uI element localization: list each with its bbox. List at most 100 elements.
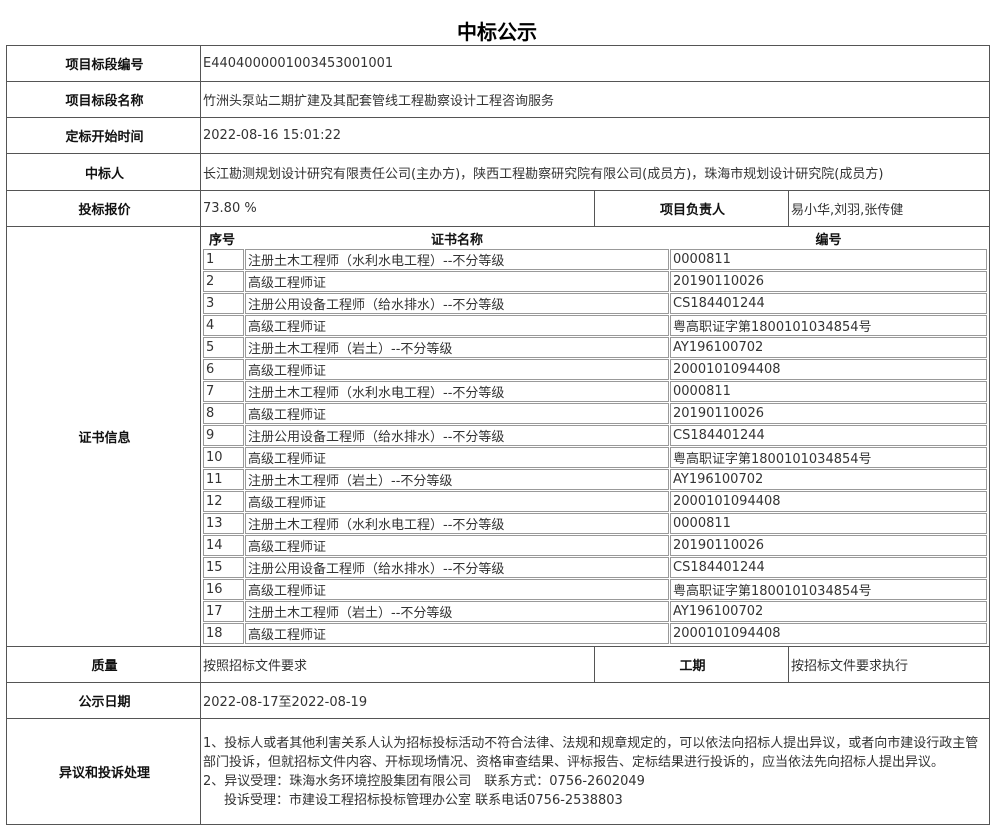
row-quality: 质量 按照招标文件要求 工期 按招标文件要求执行 xyxy=(6,646,991,683)
cert-name: 注册土木工程师（水利水电工程）--不分等级 xyxy=(245,513,669,534)
cert-name: 高级工程师证 xyxy=(245,403,669,424)
page-title: 中标公示 xyxy=(457,20,537,44)
period-value: 按招标文件要求执行 xyxy=(787,646,991,683)
cert-number: 20190110026 xyxy=(670,403,988,424)
cert-row: 15 注册公用设备工程师（给水排水）--不分等级 CS184401244 xyxy=(203,557,988,578)
cert-row: 7 注册土木工程师（水利水电工程）--不分等级 0000811 xyxy=(203,381,988,402)
cert-number: CS184401244 xyxy=(670,557,988,578)
cert-name: 高级工程师证 xyxy=(245,315,669,336)
row-start-time: 定标开始时间 2022-08-16 15:01:22 xyxy=(6,117,991,154)
cert-row: 17 注册土木工程师（岩土）--不分等级 AY196100702 xyxy=(203,601,988,622)
cert-name: 注册土木工程师（水利水电工程）--不分等级 xyxy=(245,249,669,270)
cert-name: 高级工程师证 xyxy=(245,491,669,512)
cert-name: 高级工程师证 xyxy=(245,579,669,600)
cert-seq: 13 xyxy=(203,513,244,534)
manager-value: 易小华,刘羽,张传健 xyxy=(787,190,991,227)
start-time-value: 2022-08-16 15:01:22 xyxy=(199,117,991,154)
objection-line-1: 1、投标人或者其他利害关系人认为招标投标活动不符合法律、法规和规章规定的，可以依… xyxy=(203,735,979,770)
cert-number: CS184401244 xyxy=(670,425,988,446)
row-section-name: 项目标段名称 竹洲头泵站二期扩建及其配套管线工程勘察设计工程咨询服务 xyxy=(6,81,991,118)
cert-seq: 4 xyxy=(203,315,244,336)
cert-row: 5 注册土木工程师（岩土）--不分等级 AY196100702 xyxy=(203,337,988,358)
cert-name: 高级工程师证 xyxy=(245,535,669,556)
cert-row: 10 高级工程师证 粤高职证字第1800101034854号 xyxy=(203,447,988,468)
label: 异议和投诉处理 xyxy=(6,718,201,825)
cert-name: 注册土木工程师（水利水电工程）--不分等级 xyxy=(245,381,669,402)
label: 公示日期 xyxy=(6,682,201,719)
cert-number: AY196100702 xyxy=(670,337,988,358)
cert-name: 注册公用设备工程师（给水排水）--不分等级 xyxy=(245,425,669,446)
objection-line-3: 投诉受理：市建设工程招标投标管理办公室 联系电话0756-2538803 xyxy=(224,792,623,808)
cert-seq: 8 xyxy=(203,403,244,424)
header-name: 证书名称 xyxy=(430,233,483,248)
cert-seq: 6 xyxy=(203,359,244,380)
cert-number: 2000101094408 xyxy=(670,623,988,644)
award-table: 项目标段编号 E4404000001003453001001 项目标段名称 竹洲头泵… xyxy=(6,45,991,825)
label: 证书信息 xyxy=(6,226,201,647)
cert-row: 2 高级工程师证 20190110026 xyxy=(203,271,988,292)
label: 项目负责人 xyxy=(594,190,789,227)
label: 中标人 xyxy=(6,153,201,191)
label: 项目标段名称 xyxy=(6,81,201,118)
publicity-value: 2022-08-17至2022-08-19 xyxy=(199,682,991,719)
cert-name: 注册土木工程师（岩土）--不分等级 xyxy=(245,469,669,490)
cert-seq: 14 xyxy=(203,535,244,556)
header-seq: 序号 xyxy=(209,233,236,248)
cert-seq: 10 xyxy=(203,447,244,468)
cert-seq: 11 xyxy=(203,469,244,490)
cert-seq: 1 xyxy=(203,249,244,270)
cert-number: 20190110026 xyxy=(670,271,988,292)
label: 项目标段编号 xyxy=(6,45,201,82)
cert-row: 18 高级工程师证 2000101094408 xyxy=(203,623,988,644)
label: 质量 xyxy=(6,646,201,683)
cert-name: 高级工程师证 xyxy=(245,623,669,644)
cert-seq: 2 xyxy=(203,271,244,292)
cert-name: 注册公用设备工程师（给水排水）--不分等级 xyxy=(245,557,669,578)
cert-row: 4 高级工程师证 粤高职证字第1800101034854号 xyxy=(203,315,988,336)
cert-name: 高级工程师证 xyxy=(245,271,669,292)
cert-number: 20190110026 xyxy=(670,535,988,556)
row-winner: 中标人 长江勘测规划设计研究有限责任公司(主办方)，陕西工程勘察研究院有限公司(成… xyxy=(6,153,991,191)
row-publicity: 公示日期 2022-08-17至2022-08-19 xyxy=(6,682,991,719)
cert-row: 16 高级工程师证 粤高职证字第1800101034854号 xyxy=(203,579,988,600)
cert-row: 13 注册土木工程师（水利水电工程）--不分等级 0000811 xyxy=(203,513,988,534)
cert-seq: 5 xyxy=(203,337,244,358)
cert-row: 11 注册土木工程师（岩土）--不分等级 AY196100702 xyxy=(203,469,988,490)
cert-name: 注册公用设备工程师（给水排水）--不分等级 xyxy=(245,293,669,314)
label: 投标报价 xyxy=(6,190,201,227)
cert-name: 注册土木工程师（岩土）--不分等级 xyxy=(245,601,669,622)
cert-seq: 7 xyxy=(203,381,244,402)
cert-number: 粤高职证字第1800101034854号 xyxy=(670,447,988,468)
cert-seq: 15 xyxy=(203,557,244,578)
cert-number: AY196100702 xyxy=(670,469,988,490)
cert-number: 2000101094408 xyxy=(670,359,988,380)
cert-seq: 18 xyxy=(203,623,244,644)
cert-number: 0000811 xyxy=(670,249,988,270)
bid-price-value: 73.80 % xyxy=(200,190,595,227)
section-no-value: E4404000001003453001001 xyxy=(199,45,991,82)
header-number: 编号 xyxy=(815,233,842,248)
cert-row: 8 高级工程师证 20190110026 xyxy=(203,403,988,424)
winner-value: 长江勘测规划设计研究有限责任公司(主办方)，陕西工程勘察研究院有限公司(成员方)… xyxy=(199,153,991,191)
section-name-value: 竹洲头泵站二期扩建及其配套管线工程勘察设计工程咨询服务 xyxy=(199,81,991,118)
cert-row: 14 高级工程师证 20190110026 xyxy=(203,535,988,556)
quality-value: 按照招标文件要求 xyxy=(200,646,595,683)
cert-name: 注册土木工程师（岩土）--不分等级 xyxy=(245,337,669,358)
cert-seq: 17 xyxy=(203,601,244,622)
row-bid-price: 投标报价 73.80 % 项目负责人 易小华,刘羽,张传健 xyxy=(6,190,991,227)
row-certs: 证书信息 序号 证书名称 编号 1 注册土木工程师（水利水电工程）--不分等级 0000… xyxy=(6,226,991,647)
cert-seq: 16 xyxy=(203,579,244,600)
label: 工期 xyxy=(594,646,789,683)
row-section-no: 项目标段编号 E4404000001003453001001 xyxy=(6,45,991,82)
cert-name: 高级工程师证 xyxy=(245,359,669,380)
cert-number: 粤高职证字第1800101034854号 xyxy=(670,579,988,600)
label: 定标开始时间 xyxy=(6,117,201,154)
cert-number: CS184401244 xyxy=(670,293,988,314)
cert-name: 高级工程师证 xyxy=(245,447,669,468)
cert-number: AY196100702 xyxy=(670,601,988,622)
cert-table: 序号 证书名称 编号 1 注册土木工程师（水利水电工程）--不分等级 0000811 2 高… xyxy=(202,228,988,645)
cert-row: 3 注册公用设备工程师（给水排水）--不分等级 CS184401244 xyxy=(203,293,988,314)
row-objection: 异议和投诉处理 1、投标人或者其他利害关系人认为招标投标活动不符合法律、法规和规… xyxy=(6,718,991,825)
cert-seq: 12 xyxy=(203,491,244,512)
cert-seq: 3 xyxy=(203,293,244,314)
